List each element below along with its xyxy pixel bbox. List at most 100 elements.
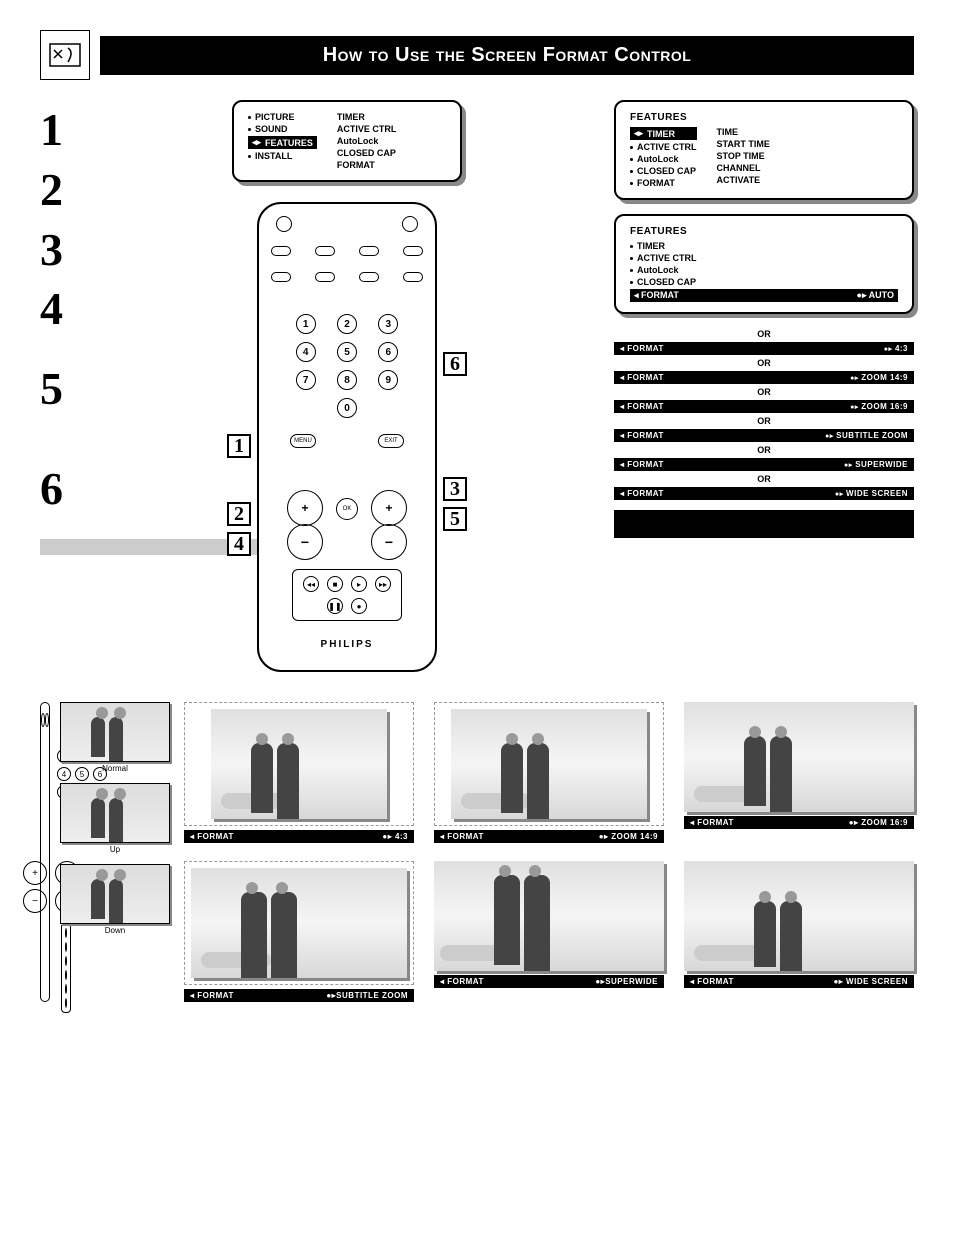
ffwd-button[interactable]: ▸▸: [375, 576, 391, 592]
or-2: OR: [614, 358, 914, 368]
key-9[interactable]: 9: [378, 370, 398, 390]
menu-box-main: PICTURE SOUND ◂▸FEATURES INSTALL TIMER A…: [232, 100, 462, 182]
features-b-title: FEATURES: [630, 226, 898, 237]
cc-button[interactable]: [359, 246, 379, 256]
mini-pause[interactable]: [65, 984, 67, 994]
page-header: How to Use the Screen Format Control: [40, 30, 914, 80]
page: How to Use the Screen Format Control 1 2…: [40, 30, 914, 1002]
ch-plus-button[interactable]: +: [371, 490, 407, 526]
record-button[interactable]: ●: [351, 598, 367, 614]
gallery-169-bar: ◂ FORMAT●▸ ZOOM 16:9: [684, 816, 914, 829]
remote-top-row: [259, 216, 435, 232]
menu-main-right: TIMER ACTIVE CTRL AutoLock CLOSED CAP FO…: [337, 112, 397, 170]
page-title: How to Use the Screen Format Control: [100, 36, 914, 75]
remote-menu-exit-row: MENU EXIT: [259, 434, 435, 448]
vol-minus-button[interactable]: −: [287, 524, 323, 560]
key-8[interactable]: 8: [337, 370, 357, 390]
menu-item-closedcap: CLOSED CAP: [337, 148, 397, 158]
step-6: 6: [40, 459, 80, 519]
format-opt-subtitle: FORMATSUBTITLE ZOOM: [614, 429, 914, 442]
key-6[interactable]: 6: [378, 342, 398, 362]
menu-item-activectrl: ACTIVE CTRL: [337, 124, 397, 134]
mini-power[interactable]: [45, 713, 49, 727]
step-numbers-column: 1 2 3 4 5 6: [40, 100, 80, 672]
mini-remote-column: 1 2 3 4 5 6 7 8 9 0 + − + −: [40, 702, 170, 1002]
tvvcr-button[interactable]: [403, 272, 423, 282]
format-opt-43: FORMAT4:3: [614, 342, 914, 355]
remote-wrap: 1 2 3 4 5 6 7 8 9 0 MENU: [257, 202, 437, 672]
menu-button[interactable]: MENU: [290, 434, 316, 448]
active-control-button[interactable]: [315, 246, 335, 256]
mini-key-6[interactable]: 6: [93, 767, 107, 781]
callout-1: 1: [227, 434, 251, 458]
av-button[interactable]: [271, 246, 291, 256]
features-a-title: FEATURES: [630, 112, 898, 123]
step-4: 4: [40, 279, 80, 339]
remote-keypad: 1 2 3 4 5 6 7 8 9 0: [289, 314, 405, 418]
key-1[interactable]: 1: [296, 314, 316, 334]
mini-key-4[interactable]: 4: [57, 767, 71, 781]
remote-dpad: + − + − OK: [287, 464, 407, 554]
feat-a-autolock: AutoLock: [630, 154, 697, 164]
menu-main-left: PICTURE SOUND ◂▸FEATURES INSTALL: [248, 112, 317, 170]
program-button[interactable]: [359, 272, 379, 282]
stop-button[interactable]: ■: [327, 576, 343, 592]
key-3[interactable]: 3: [378, 314, 398, 334]
vol-plus-button[interactable]: +: [287, 490, 323, 526]
sleep-button[interactable]: [276, 216, 292, 232]
callout-2: 2: [227, 502, 251, 526]
gallery-grid: ◂ FORMAT●▸ 4:3 ◂ FORMAT●▸ ZOOM 14:9 ◂ FO…: [184, 702, 914, 1002]
mini-play[interactable]: [65, 956, 67, 966]
acc-sap-button[interactable]: [271, 272, 291, 282]
callout-6: 6: [443, 352, 467, 376]
key-4[interactable]: 4: [296, 342, 316, 362]
mini-remote: 1 2 3 4 5 6 7 8 9 0 + − + −: [40, 702, 50, 1002]
menu-box-features-b: FEATURES TIMER ACTIVE CTRL AutoLock CLOS…: [614, 214, 914, 314]
feat-a-activectrl: ACTIVE CTRL: [630, 142, 697, 152]
feat-a-closedcap: CLOSED CAP: [630, 166, 697, 176]
surf-button[interactable]: [315, 272, 335, 282]
play-button[interactable]: ▸: [351, 576, 367, 592]
key-0[interactable]: 0: [337, 398, 357, 418]
callout-3: 3: [443, 477, 467, 501]
ch-minus-button[interactable]: −: [371, 524, 407, 560]
right-column: FEATURES ◂▸TIMER ACTIVE CTRL AutoLock CL…: [614, 100, 914, 672]
power-button[interactable]: [402, 216, 418, 232]
gallery-superwide: ◂ FORMAT●▸SUPERWIDE: [434, 861, 664, 1002]
feat-b-format: ◂ FORMAT●▸ AUTO: [630, 289, 898, 302]
remote-row2: [259, 246, 435, 256]
format-opt-169: FORMATZOOM 16:9: [614, 400, 914, 413]
mini-stop[interactable]: [65, 942, 67, 952]
or-1: OR: [614, 329, 914, 339]
key-7[interactable]: 7: [296, 370, 316, 390]
format-options-list: OR FORMAT4:3 OR FORMATZOOM 14:9 OR FORMA…: [614, 328, 914, 500]
feat-a-channel: CHANNEL: [717, 163, 770, 173]
mini-rec[interactable]: [65, 998, 67, 1008]
right-black-block: [614, 510, 914, 538]
gallery-43-bar: ◂ FORMAT●▸ 4:3: [184, 830, 414, 843]
mini-ch-plus[interactable]: +: [23, 861, 47, 885]
mini-thumb-up: Up: [60, 783, 170, 854]
step-3: 3: [40, 220, 80, 280]
mini-thumbs: Normal Up Down: [60, 702, 170, 1002]
gallery-169: ◂ FORMAT●▸ ZOOM 16:9: [684, 702, 914, 843]
key-5[interactable]: 5: [337, 342, 357, 362]
mini-rew[interactable]: [65, 928, 67, 938]
mini-ch-minus[interactable]: −: [23, 889, 47, 913]
or-6: OR: [614, 474, 914, 484]
feat-a-activate: ACTIVATE: [717, 175, 770, 185]
clock-button[interactable]: [403, 246, 423, 256]
key-2[interactable]: 2: [337, 314, 357, 334]
pause-button[interactable]: ❚❚: [327, 598, 343, 614]
features-a-left: ◂▸TIMER ACTIVE CTRL AutoLock CLOSED CAP …: [630, 127, 697, 188]
mini-key-5[interactable]: 5: [75, 767, 89, 781]
exit-button[interactable]: EXIT: [378, 434, 404, 448]
feat-a-stoptime: STOP TIME: [717, 151, 770, 161]
remote-row3: [259, 272, 435, 282]
ok-button[interactable]: OK: [336, 498, 358, 520]
callout-4: 4: [227, 532, 251, 556]
step-2: 2: [40, 160, 80, 220]
gallery-subtitle-bar: ◂ FORMAT●▸SUBTITLE ZOOM: [184, 989, 414, 1002]
mini-ff[interactable]: [65, 970, 67, 980]
rewind-button[interactable]: ◂◂: [303, 576, 319, 592]
